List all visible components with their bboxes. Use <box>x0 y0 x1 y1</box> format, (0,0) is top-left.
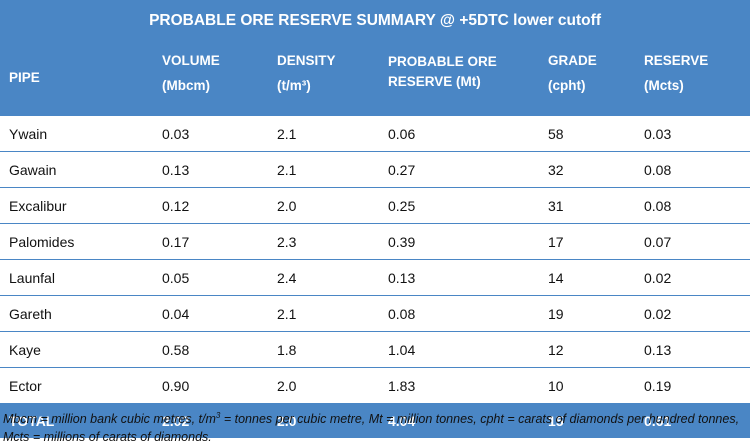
total-ore: 4.04 <box>379 403 539 438</box>
total-reserve: 0.61 <box>635 403 750 438</box>
header-density: DENSITY (t/m³) <box>268 38 379 116</box>
header-ore-reserve: PROBABLE ORE RESERVE (Mt) <box>379 38 539 116</box>
ore-reserve-table: PROBABLE ORE RESERVE SUMMARY @ +5DTC low… <box>0 0 750 438</box>
cell-reserve: 0.03 <box>635 116 750 152</box>
cell-grade: 58 <box>539 116 635 152</box>
header-reserve-unit: (Mcts) <box>644 78 684 93</box>
cell-volume: 0.17 <box>153 223 268 260</box>
cell-volume: 0.03 <box>153 116 268 152</box>
cell-reserve: 0.08 <box>635 151 750 188</box>
header-density-unit: (t/m³) <box>277 78 311 93</box>
cell-density: 2.0 <box>268 367 379 404</box>
cell-pipe: Gareth <box>0 295 153 332</box>
cell-reserve: 0.08 <box>635 187 750 224</box>
cell-grade: 12 <box>539 331 635 368</box>
cell-pipe: Launfal <box>0 259 153 296</box>
cell-volume: 0.90 <box>153 367 268 404</box>
header-volume: VOLUME (Mbcm) <box>153 38 268 116</box>
cell-grade: 19 <box>539 295 635 332</box>
table-row: Ywain 0.03 2.1 0.06 58 0.03 <box>0 116 750 152</box>
cell-pipe: Palomides <box>0 223 153 260</box>
cell-ore: 1.83 <box>379 367 539 404</box>
header-grade-unit: (cpht) <box>548 78 586 93</box>
cell-pipe: Ector <box>0 367 153 404</box>
total-label: TOTAL <box>0 403 153 438</box>
total-row: TOTAL 2.02 2.0 4.04 15 0.61 <box>0 403 750 438</box>
title-row: PROBABLE ORE RESERVE SUMMARY @ +5DTC low… <box>0 0 750 38</box>
cell-ore: 0.27 <box>379 151 539 188</box>
cell-density: 2.4 <box>268 259 379 296</box>
table-row: Gareth 0.04 2.1 0.08 19 0.02 <box>0 295 750 332</box>
header-ore-label-1: PROBABLE ORE <box>388 54 497 69</box>
footnote: Mbcm = million bank cubic metres, t/m3 =… <box>3 407 748 446</box>
total-grade: 15 <box>539 403 635 438</box>
header-pipe: PIPE <box>9 69 40 85</box>
header-ore-label-2: RESERVE (Mt) <box>388 74 481 89</box>
header-grade-label: GRADE <box>548 53 597 68</box>
table-row: Palomides 0.17 2.3 0.39 17 0.07 <box>0 223 750 260</box>
cell-ore: 1.04 <box>379 331 539 368</box>
cell-reserve: 0.02 <box>635 295 750 332</box>
header-reserve-label: RESERVE <box>644 53 709 68</box>
cell-pipe: Kaye <box>0 331 153 368</box>
cell-volume: 0.13 <box>153 151 268 188</box>
cell-reserve: 0.02 <box>635 259 750 296</box>
cell-density: 2.1 <box>268 295 379 332</box>
cell-density: 2.3 <box>268 223 379 260</box>
header-volume-label: VOLUME <box>162 53 220 68</box>
cell-reserve: 0.13 <box>635 331 750 368</box>
cell-grade: 31 <box>539 187 635 224</box>
table-row: Launfal 0.05 2.4 0.13 14 0.02 <box>0 259 750 296</box>
header-density-label: DENSITY <box>277 53 336 68</box>
cell-density: 2.1 <box>268 116 379 152</box>
cell-density: 1.8 <box>268 331 379 368</box>
header-grade: GRADE (cpht) <box>539 38 635 116</box>
cell-grade: 32 <box>539 151 635 188</box>
footnote-text-1: Mbcm = million bank cubic metres, t/m <box>3 412 216 427</box>
cell-grade: 10 <box>539 367 635 404</box>
header-volume-unit: (Mbcm) <box>162 78 210 93</box>
footnote-text-2: = tonnes per cubic metre, Mt = million t… <box>3 412 740 445</box>
header-row: PIPE VOLUME (Mbcm) DENSITY (t/m³) PROBABLE… <box>0 38 750 116</box>
cell-grade: 14 <box>539 259 635 296</box>
cell-pipe: Excalibur <box>0 187 153 224</box>
cell-density: 2.1 <box>268 151 379 188</box>
table-row: Kaye 0.58 1.8 1.04 12 0.13 <box>0 331 750 368</box>
total-density: 2.0 <box>268 403 379 438</box>
cell-reserve: 0.07 <box>635 223 750 260</box>
cell-ore: 0.06 <box>379 116 539 152</box>
table-row: Gawain 0.13 2.1 0.27 32 0.08 <box>0 151 750 188</box>
cell-ore: 0.25 <box>379 187 539 224</box>
cell-volume: 0.05 <box>153 259 268 296</box>
footnote-superscript: 3 <box>215 411 221 420</box>
cell-ore: 0.13 <box>379 259 539 296</box>
cell-density: 2.0 <box>268 187 379 224</box>
table-body: Ywain 0.03 2.1 0.06 58 0.03 Gawain 0.13 … <box>0 116 750 438</box>
cell-grade: 17 <box>539 223 635 260</box>
cell-ore: 0.08 <box>379 295 539 332</box>
cell-volume: 0.04 <box>153 295 268 332</box>
cell-volume: 0.58 <box>153 331 268 368</box>
total-volume: 2.02 <box>153 403 268 438</box>
cell-pipe: Ywain <box>0 116 153 152</box>
cell-ore: 0.39 <box>379 223 539 260</box>
table-row: Excalibur 0.12 2.0 0.25 31 0.08 <box>0 187 750 224</box>
cell-volume: 0.12 <box>153 187 268 224</box>
cell-reserve: 0.19 <box>635 367 750 404</box>
header-reserve: RESERVE (Mcts) <box>635 38 750 116</box>
table-row: Ector 0.90 2.0 1.83 10 0.19 <box>0 367 750 404</box>
table-title: PROBABLE ORE RESERVE SUMMARY @ +5DTC low… <box>149 11 601 29</box>
cell-pipe: Gawain <box>0 151 153 188</box>
